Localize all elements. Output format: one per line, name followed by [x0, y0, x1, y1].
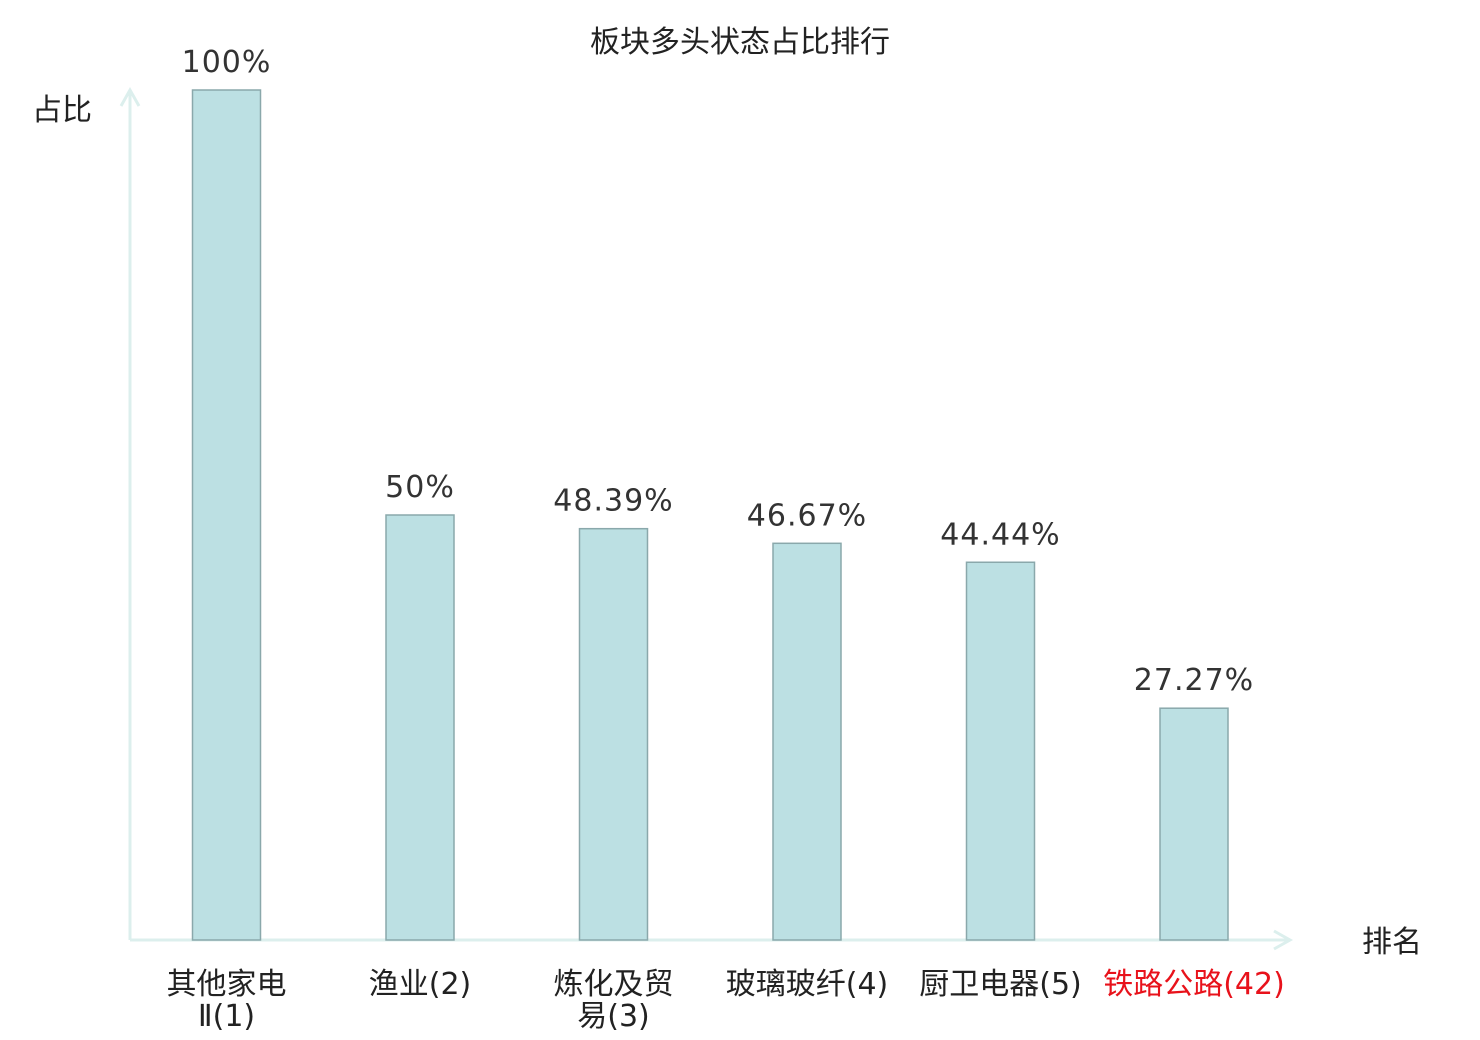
data-label: 27.27% [1134, 663, 1254, 698]
bar [385, 514, 455, 941]
data-label: 44.44% [940, 517, 1060, 552]
chart-title: 板块多头状态占比排行 [590, 25, 890, 60]
bar [965, 561, 1036, 941]
data-label: 50% [385, 470, 455, 505]
data-label: 100% [182, 45, 272, 80]
category-tick-label: 其他家电 Ⅱ(1) [167, 967, 287, 1034]
bars-group: 100% 其他家电 Ⅱ(1) 50% 渔业(2) 48.39% 炼化及贸易(3) 46.67%… [167, 45, 1285, 1034]
bar [1159, 707, 1229, 941]
data-label: 48.39% [553, 484, 673, 519]
category-tick-label: 铁路公路(42) [1103, 967, 1285, 1002]
x-axis-arrow [1273, 929, 1294, 951]
category-tick-label: 渔业(2) [369, 967, 472, 1002]
bar [191, 89, 262, 941]
category-tick-label: 玻璃玻纤(4) [726, 967, 889, 1002]
axes [119, 86, 1294, 951]
category-tick-label: 厨卫电器(5) [919, 967, 1082, 1002]
bar [578, 527, 649, 941]
bar [772, 542, 842, 941]
x-axis-label: 排名 [1362, 925, 1422, 960]
data-label: 46.67% [747, 498, 867, 533]
y-axis-arrow [119, 86, 141, 107]
category-tick-label: 炼化及贸易(3) [554, 967, 674, 1034]
y-axis-label: 占比 [32, 93, 92, 128]
